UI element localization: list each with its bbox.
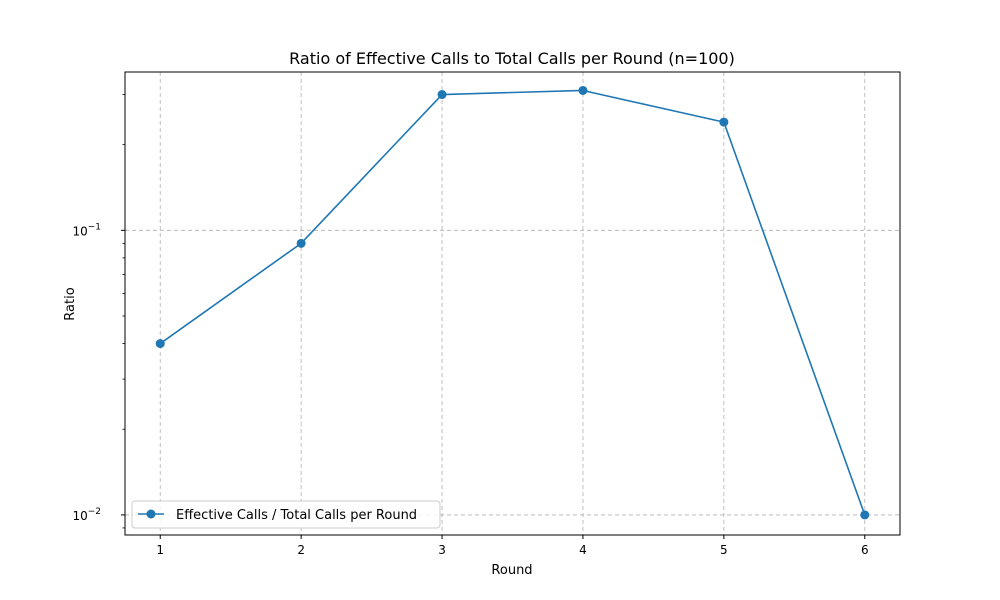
data-point (719, 117, 729, 127)
chart-title: Ratio of Effective Calls to Total Calls … (289, 49, 735, 68)
y-axis-label: Ratio (63, 287, 78, 320)
data-point (437, 90, 447, 100)
x-tick-label: 5 (720, 543, 728, 557)
x-tick-label: 1 (156, 543, 164, 557)
x-axis-label: Round (491, 563, 532, 578)
data-point (860, 510, 870, 520)
data-point (578, 85, 588, 95)
legend-marker-swatch (146, 509, 156, 519)
x-axis: 1 2 3 4 5 6 (156, 535, 869, 557)
grid (125, 72, 900, 535)
legend-box (131, 500, 441, 529)
y-axis: 10−1 10−2 (72, 94, 125, 529)
x-tick-label: 6 (861, 543, 869, 557)
series-line (159, 89, 866, 516)
x-tick-label: 4 (579, 543, 587, 557)
plot-frame (124, 71, 901, 536)
x-tick-label: 2 (297, 543, 305, 557)
y-tick-label: 10−2 (72, 507, 101, 523)
y-tick-label: 10−1 (72, 222, 101, 238)
legend-label: Effective Calls / Total Calls per Round (176, 508, 417, 523)
x-tick-label: 3 (438, 543, 446, 557)
series-layer (155, 85, 870, 520)
data-point (296, 238, 306, 248)
data-point (155, 339, 165, 349)
legend: Effective Calls / Total Calls per Round (131, 500, 441, 529)
